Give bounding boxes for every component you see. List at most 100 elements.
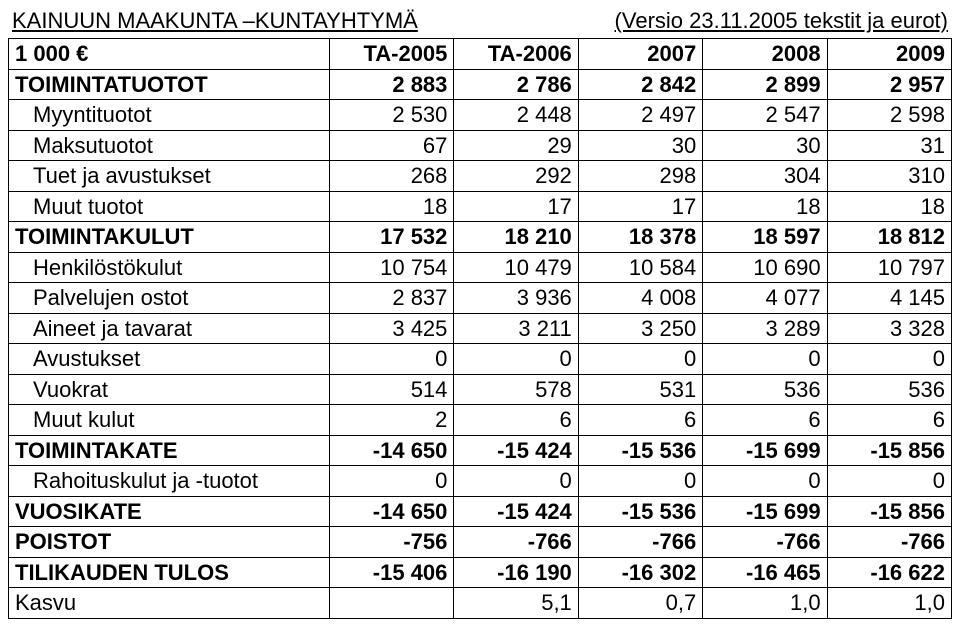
col-header: TA-2005: [330, 39, 454, 70]
cell-value: 3 289: [703, 313, 827, 344]
col-header: 1 000 €: [9, 39, 330, 70]
cell-value: 310: [827, 161, 951, 192]
cell-value: -15 699: [703, 496, 827, 527]
table-row: TOIMINTAKATE-14 650-15 424-15 536-15 699…: [9, 435, 952, 466]
cell-value: 4 145: [827, 283, 951, 314]
row-label: VUOSIKATE: [9, 496, 330, 527]
cell-value: 0: [578, 466, 702, 497]
cell-value: 10 584: [578, 252, 702, 283]
cell-value: 5,1: [454, 588, 578, 619]
financial-table: 1 000 € TA-2005 TA-2006 2007 2008 2009 T…: [8, 38, 952, 619]
table-header-row: 1 000 € TA-2005 TA-2006 2007 2008 2009: [9, 39, 952, 70]
cell-value: 2 497: [578, 100, 702, 131]
cell-value: 17: [578, 191, 702, 222]
cell-value: 18 812: [827, 222, 951, 253]
cell-value: 0: [827, 466, 951, 497]
cell-value: 0: [330, 466, 454, 497]
table-row: TOIMINTAKULUT17 53218 21018 37818 59718 …: [9, 222, 952, 253]
cell-value: -15 424: [454, 435, 578, 466]
cell-value: -15 699: [703, 435, 827, 466]
row-label: Aineet ja tavarat: [9, 313, 330, 344]
table-row: VUOSIKATE-14 650-15 424-15 536-15 699-15…: [9, 496, 952, 527]
cell-value: 0: [703, 344, 827, 375]
cell-value: 30: [578, 130, 702, 161]
cell-value: 18 210: [454, 222, 578, 253]
row-label: Rahoituskulut ja -tuotot: [9, 466, 330, 497]
col-header: 2008: [703, 39, 827, 70]
cell-value: 4 008: [578, 283, 702, 314]
table-row: Aineet ja tavarat3 4253 2113 2503 2893 3…: [9, 313, 952, 344]
row-label: Maksutuotot: [9, 130, 330, 161]
cell-value: 10 690: [703, 252, 827, 283]
cell-value: -15 856: [827, 496, 951, 527]
cell-value: 18: [330, 191, 454, 222]
cell-value: 17: [454, 191, 578, 222]
row-label: POISTOT: [9, 527, 330, 558]
cell-value: 298: [578, 161, 702, 192]
cell-value: -14 650: [330, 496, 454, 527]
cell-value: 29: [454, 130, 578, 161]
cell-value: 0,7: [578, 588, 702, 619]
header-left: KAINUUN MAAKUNTA –KUNTAYHTYMÄ: [12, 8, 418, 34]
row-label: Avustukset: [9, 344, 330, 375]
table-row: TOIMINTATUOTOT2 8832 7862 8422 8992 957: [9, 69, 952, 100]
row-label: Tuet ja avustukset: [9, 161, 330, 192]
cell-value: -756: [330, 527, 454, 558]
cell-value: 6: [454, 405, 578, 436]
table-row: Muut tuotot1817171818: [9, 191, 952, 222]
cell-value: 67: [330, 130, 454, 161]
cell-value: 18 597: [703, 222, 827, 253]
cell-value: 10 797: [827, 252, 951, 283]
table-body: TOIMINTATUOTOT2 8832 7862 8422 8992 957M…: [9, 69, 952, 618]
cell-value: 6: [703, 405, 827, 436]
col-header: 2007: [578, 39, 702, 70]
cell-value: 2 530: [330, 100, 454, 131]
cell-value: 4 077: [703, 283, 827, 314]
cell-value: 3 328: [827, 313, 951, 344]
cell-value: -766: [703, 527, 827, 558]
table-row: Palvelujen ostot2 8373 9364 0084 0774 14…: [9, 283, 952, 314]
cell-value: 18 378: [578, 222, 702, 253]
cell-value: -15 424: [454, 496, 578, 527]
cell-value: 2 957: [827, 69, 951, 100]
table-row: Vuokrat514578531536536: [9, 374, 952, 405]
cell-value: 6: [827, 405, 951, 436]
table-row: POISTOT-756-766-766-766-766: [9, 527, 952, 558]
row-label: Muut tuotot: [9, 191, 330, 222]
row-label: TOIMINTAKULUT: [9, 222, 330, 253]
table-row: Henkilöstökulut10 75410 47910 58410 6901…: [9, 252, 952, 283]
row-label: Kasvu: [9, 588, 330, 619]
page-header: KAINUUN MAAKUNTA –KUNTAYHTYMÄ (Versio 23…: [8, 8, 952, 34]
cell-value: 3 211: [454, 313, 578, 344]
cell-value: 2: [330, 405, 454, 436]
cell-value: 1,0: [827, 588, 951, 619]
cell-value: 10 479: [454, 252, 578, 283]
cell-value: 30: [703, 130, 827, 161]
cell-value: 2 547: [703, 100, 827, 131]
cell-value: 268: [330, 161, 454, 192]
cell-value: 6: [578, 405, 702, 436]
col-header: TA-2006: [454, 39, 578, 70]
cell-value: 0: [578, 344, 702, 375]
cell-value: 2 899: [703, 69, 827, 100]
row-label: Muut kulut: [9, 405, 330, 436]
cell-value: 18: [827, 191, 951, 222]
cell-value: 3 425: [330, 313, 454, 344]
cell-value: 2 837: [330, 283, 454, 314]
cell-value: 0: [827, 344, 951, 375]
col-header: 2009: [827, 39, 951, 70]
cell-value: 2 448: [454, 100, 578, 131]
row-label: Palvelujen ostot: [9, 283, 330, 314]
table-row: Muut kulut26666: [9, 405, 952, 436]
cell-value: 0: [703, 466, 827, 497]
cell-value: 578: [454, 374, 578, 405]
cell-value: -15 536: [578, 496, 702, 527]
table-row: Avustukset00000: [9, 344, 952, 375]
row-label: Myyntituotot: [9, 100, 330, 131]
table-row: Tuet ja avustukset268292298304310: [9, 161, 952, 192]
cell-value: 292: [454, 161, 578, 192]
cell-value: 1,0: [703, 588, 827, 619]
cell-value: 0: [454, 466, 578, 497]
cell-value: -766: [578, 527, 702, 558]
cell-value: 0: [330, 344, 454, 375]
